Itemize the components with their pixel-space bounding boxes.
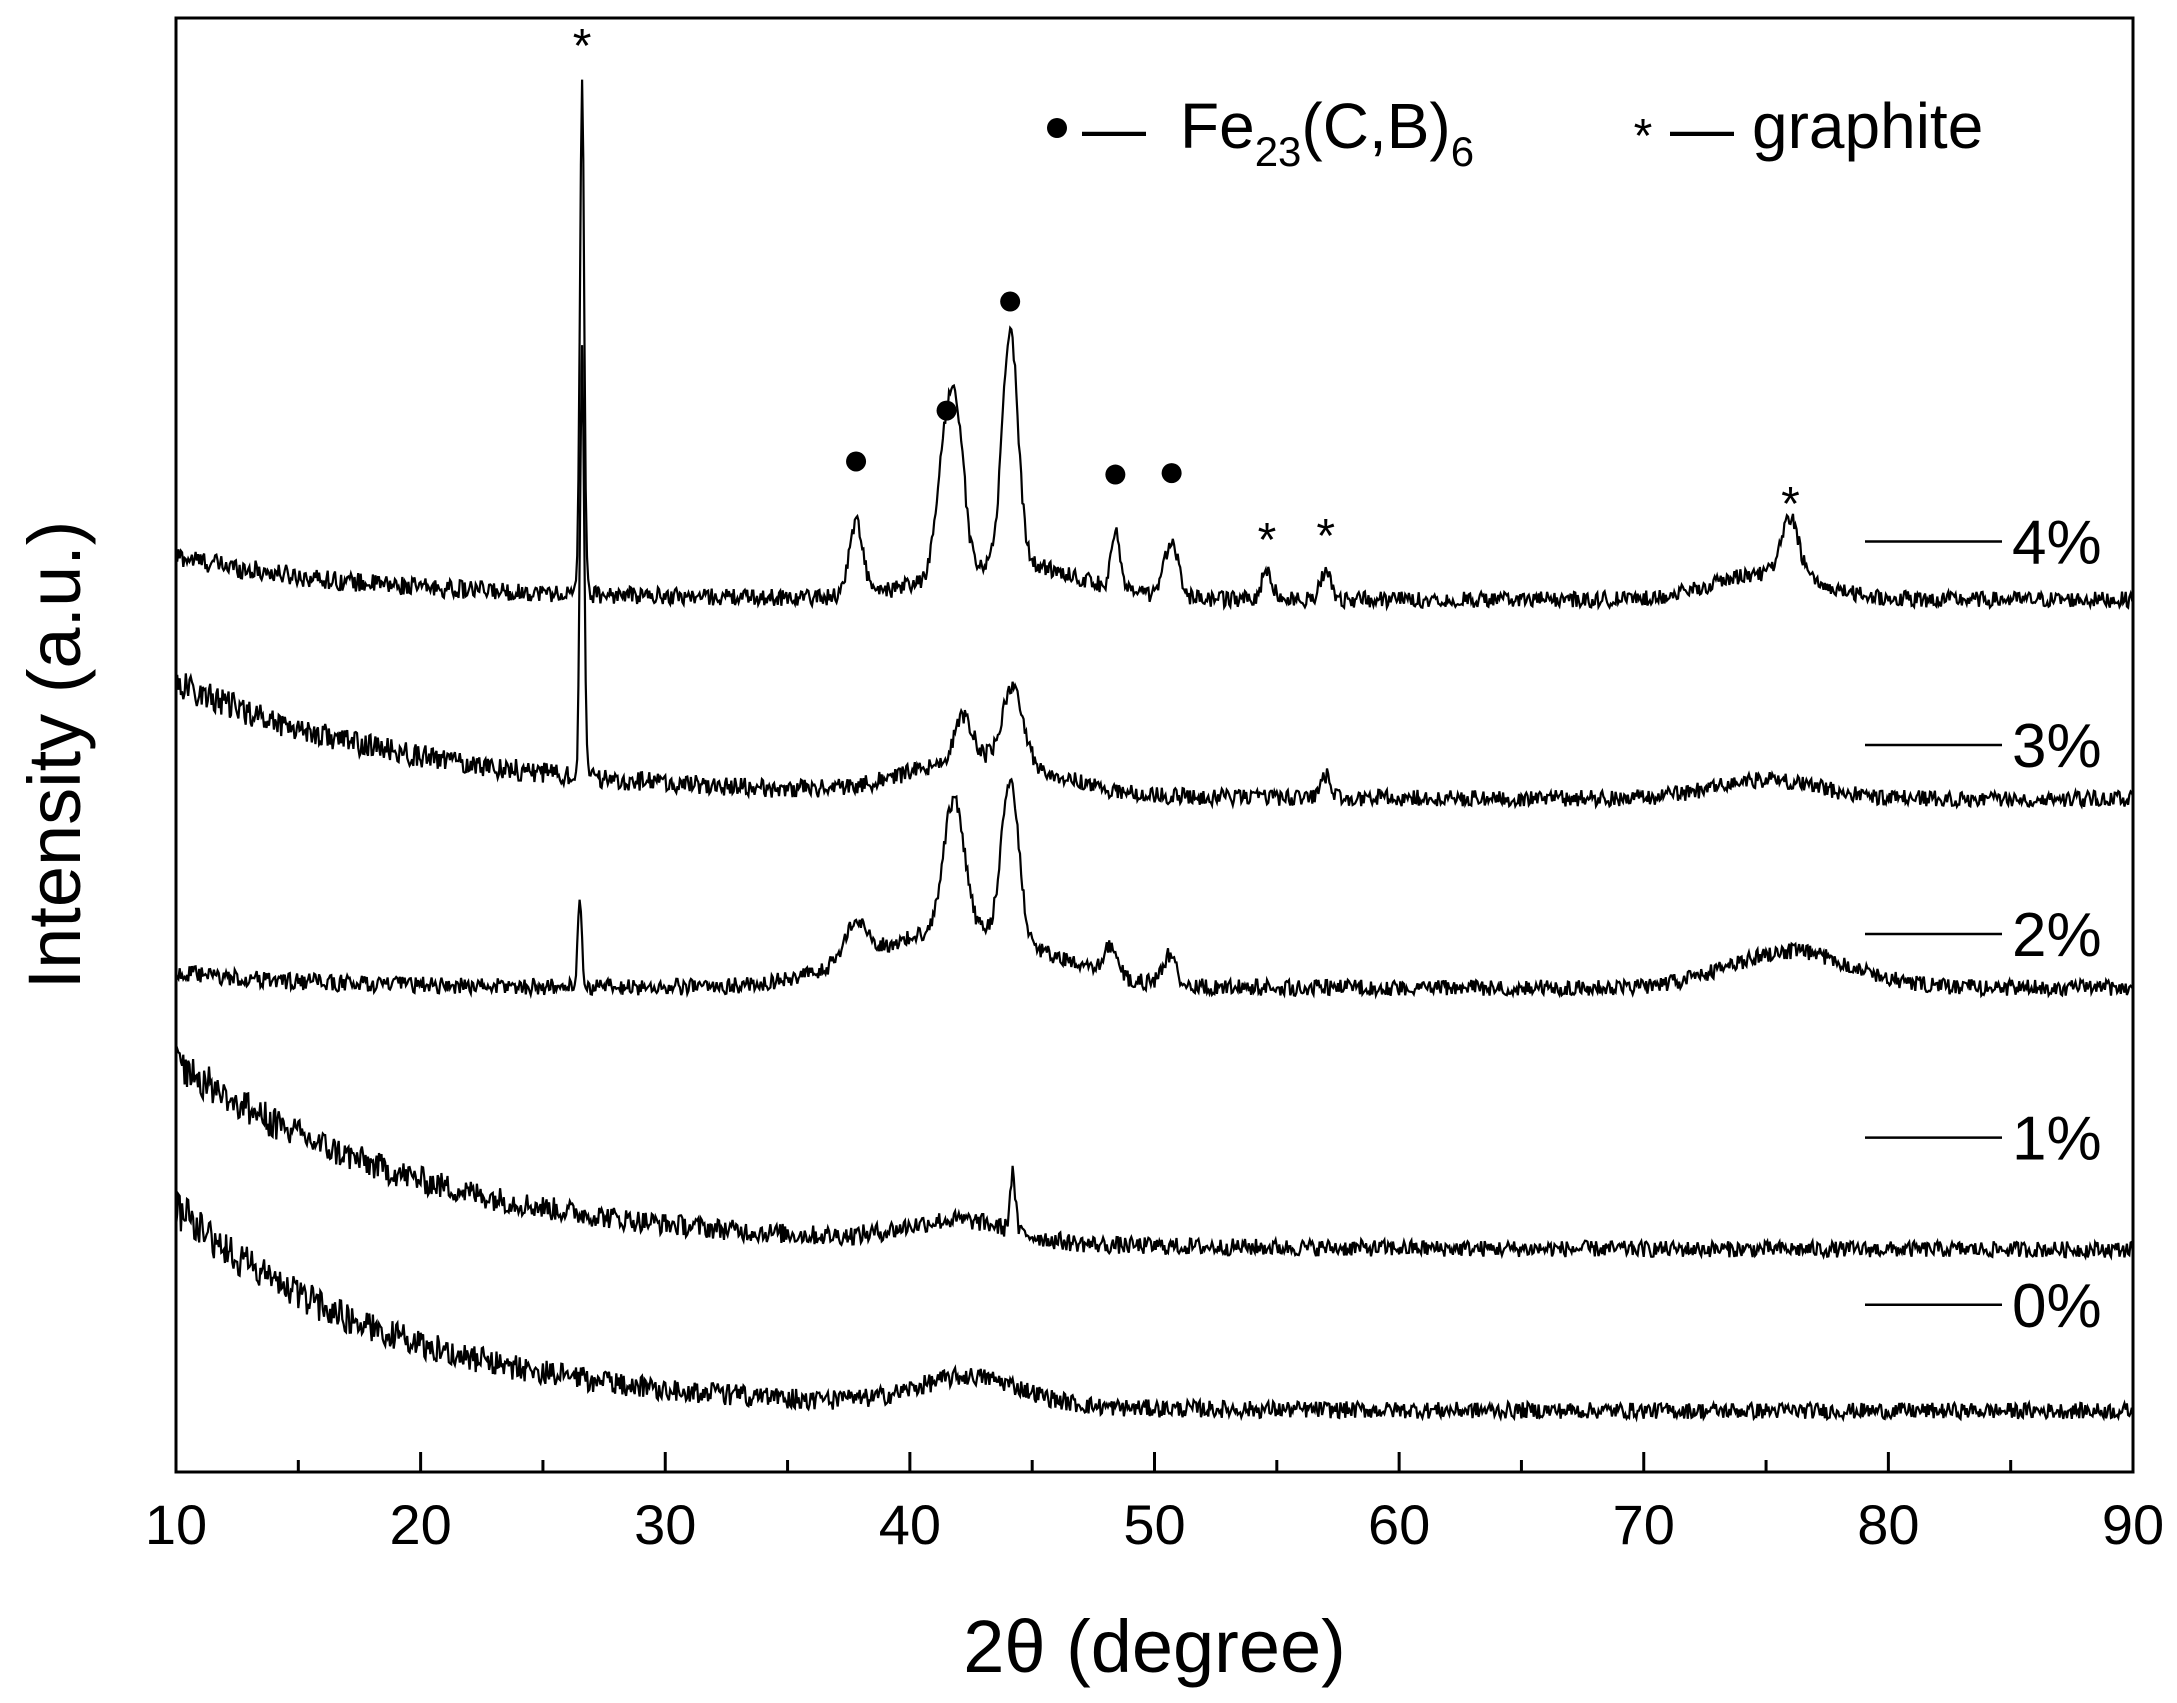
series-line-3pct [174, 345, 2135, 810]
series-label: 4% [2012, 508, 2102, 577]
legend-graphite-dash: — [1670, 92, 1734, 164]
graphite-peak-marker: * [1781, 478, 1800, 531]
series-line-0pct [174, 1191, 2135, 1423]
x-axis-title: 2θ (degree) [963, 1605, 1346, 1688]
x-tick-label: 30 [634, 1493, 696, 1556]
fe23cb6-peak-marker [1161, 463, 1182, 484]
series-label: 3% [2012, 712, 2102, 781]
series-line-2pct [174, 777, 2134, 1000]
fe23cb6-peak-marker [846, 451, 867, 472]
series-label: 2% [2012, 901, 2102, 970]
y-axis-title: Intensity (a.u.) [13, 521, 96, 990]
axes-layer: 10 20 30 40 50 60 70 80 90 [145, 16, 2164, 1556]
series-label: 0% [2012, 1272, 2102, 1341]
x-tick-label: 70 [1613, 1493, 1675, 1556]
annotation-layer: * * * * [573, 20, 1800, 567]
x-tick-label: 50 [1123, 1493, 1185, 1556]
legend-fe-dash: — [1082, 92, 1146, 164]
fe23cb6-peak-marker [936, 400, 957, 421]
series-line-1pct [174, 1045, 2135, 1261]
x-tick-label: 60 [1368, 1493, 1430, 1556]
x-tick-label: 40 [879, 1493, 941, 1556]
fe23cb6-peak-marker [1105, 464, 1126, 485]
graphite-peak-marker: * [1316, 510, 1335, 563]
fe23cb6-peak-marker [1000, 291, 1021, 312]
graphite-peak-marker: * [1258, 514, 1277, 567]
series-label: 1% [2012, 1105, 2102, 1174]
legend-graphite-symbol: * [1634, 110, 1653, 163]
legend: — Fe23(C,B)6 * — graphite [1047, 90, 1983, 175]
graphite-peak-marker: * [573, 20, 592, 73]
x-tick-label: 10 [145, 1493, 207, 1556]
legend-fe-symbol [1047, 118, 1067, 138]
x-tick-label: 80 [1857, 1493, 1919, 1556]
x-tick-label: 20 [389, 1493, 451, 1556]
x-tick-label: 90 [2102, 1493, 2164, 1556]
legend-graphite-label: graphite [1752, 90, 1983, 162]
series-layer: 4% 3% 2% 1% 0% [174, 79, 2135, 1423]
series-line-4pct [174, 79, 2134, 612]
legend-fe-label: Fe23(C,B)6 [1180, 90, 1474, 175]
